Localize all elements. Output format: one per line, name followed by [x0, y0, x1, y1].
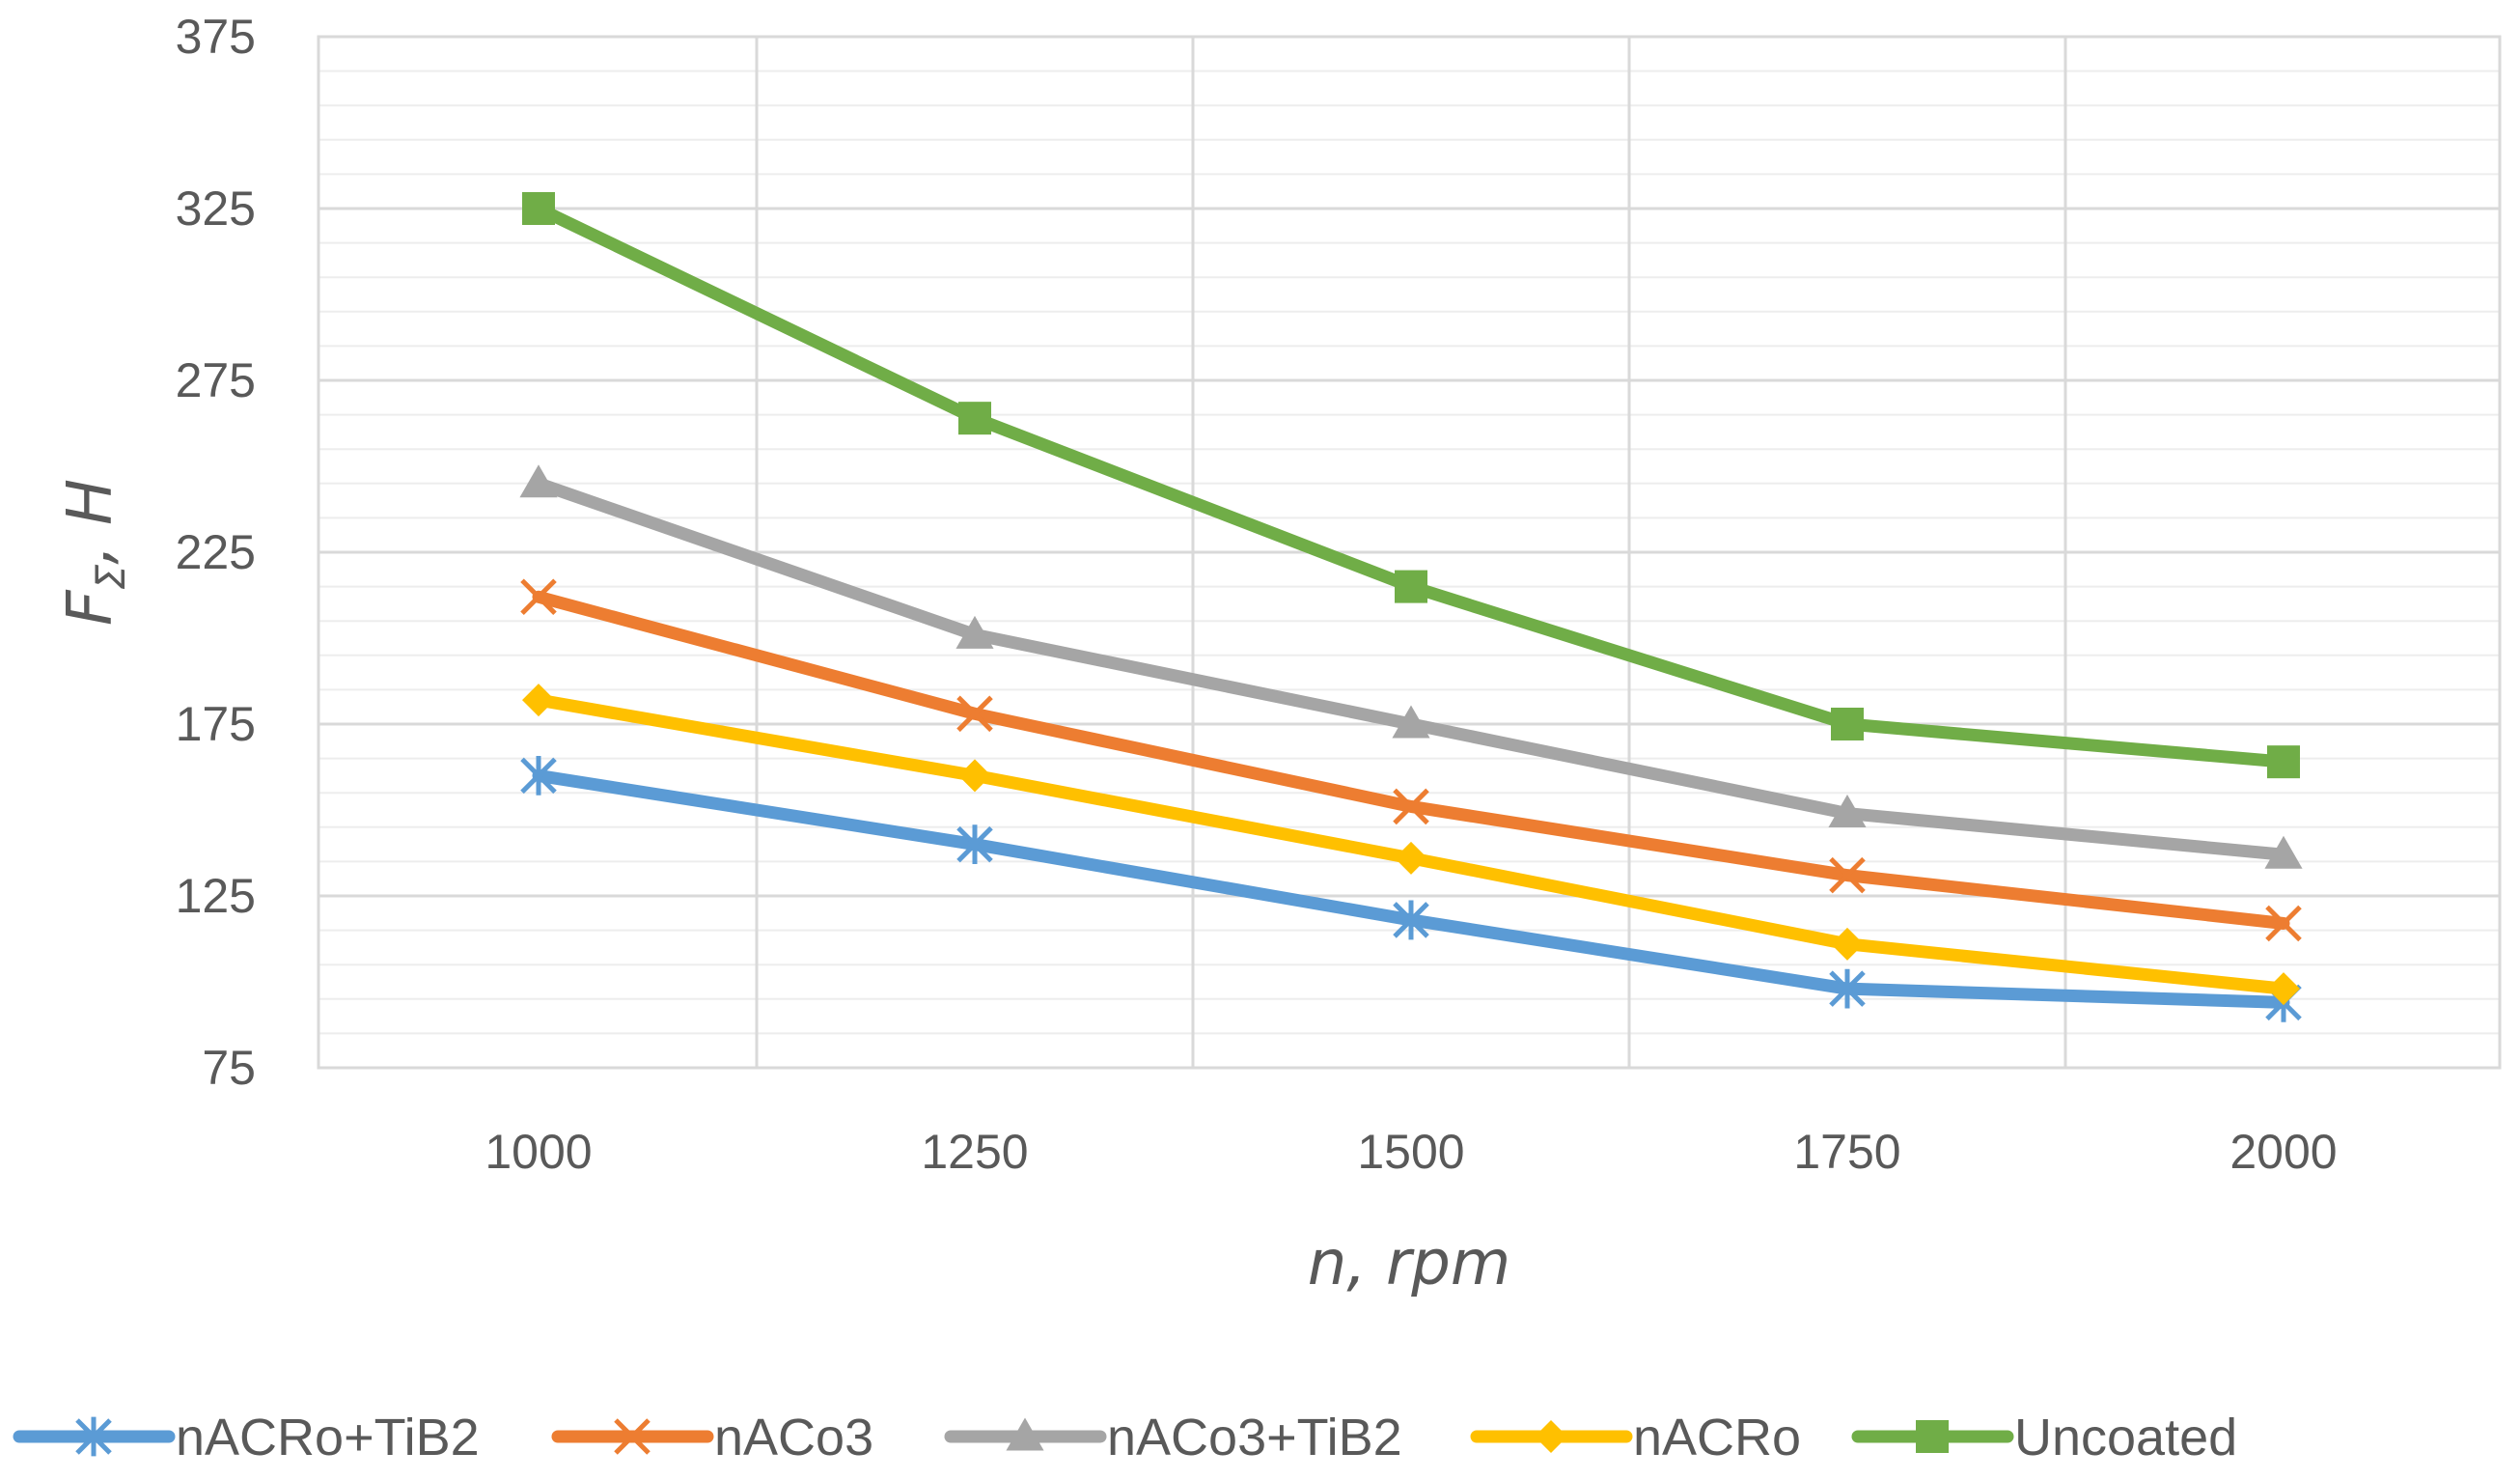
data-point [1395, 570, 1427, 603]
y-axis-title-sub: Σ [87, 564, 134, 590]
data-point [956, 695, 993, 733]
data-point [1831, 708, 1864, 740]
series-line [532, 202, 2290, 768]
y-tick-label: 125 [176, 869, 256, 923]
y-tick-label: 175 [176, 697, 256, 751]
marker-square [2267, 745, 2300, 779]
marker-x [614, 1418, 651, 1455]
marker-x [2265, 905, 2302, 942]
y-axis: 75 125 175 225 275 325 375 [176, 10, 256, 1095]
data-point [1395, 841, 1427, 875]
marker-diamond [1831, 927, 1864, 961]
data-point [519, 464, 558, 498]
legend-label: Uncoated [2014, 1409, 2237, 1466]
marker-diamond [1395, 841, 1427, 875]
marker-asterisk [1829, 968, 1866, 1009]
data-point [958, 759, 991, 793]
marker-asterisk [520, 756, 557, 796]
series-nacro-tib2 [520, 756, 2302, 1022]
marker-square [1395, 570, 1427, 603]
marker-x [1829, 856, 1866, 894]
series-layer [519, 192, 2303, 1022]
data-point [522, 192, 555, 225]
y-axis-title-main: F [55, 589, 126, 626]
legend-label: nACRo [1633, 1409, 1801, 1466]
series-uncoated [522, 192, 2300, 779]
marker-triangle [1006, 1417, 1044, 1451]
legend-item: nACRo+TiB2 [13, 1409, 480, 1466]
x-tick-label: 1000 [485, 1125, 592, 1179]
x-axis: 1000 1250 1500 1750 2000 [485, 1125, 2337, 1179]
x-tick-label: 1250 [921, 1125, 1028, 1179]
x-tick-label: 2000 [2229, 1125, 2337, 1179]
marker-square [1831, 708, 1864, 740]
y-tick-label: 225 [176, 525, 256, 579]
marker-diamond [1535, 1420, 1567, 1453]
legend: nACRo+TiB2 nACo3 nACo3+TiB2 nACRo Uncoated [13, 1409, 2237, 1466]
data-point [520, 578, 557, 616]
data-point [2264, 835, 2303, 869]
marker-triangle [955, 615, 994, 649]
data-point [955, 615, 994, 649]
legend-item: nACo3 [551, 1409, 873, 1466]
marker-triangle [1392, 705, 1430, 739]
marker-asterisk [956, 824, 993, 864]
marker-triangle [1828, 795, 1867, 828]
plot-area [317, 35, 2502, 1070]
data-point [2267, 972, 2300, 1006]
marker-square [1916, 1420, 1949, 1453]
data-point [520, 756, 557, 796]
series-naco3-tib2 [519, 464, 2303, 869]
y-tick-label: 75 [202, 1041, 256, 1095]
data-point [1392, 705, 1430, 739]
data-point [1829, 968, 1866, 1009]
marker-asterisk [75, 1416, 112, 1457]
data-point [522, 684, 555, 717]
y-tick-label: 325 [176, 182, 256, 236]
data-point [1831, 927, 1864, 961]
x-tick-label: 1750 [1793, 1125, 1900, 1179]
marker-diamond [2267, 972, 2300, 1006]
y-axis-title-rest: , H [55, 479, 126, 565]
legend-item: nACRo [1470, 1409, 1801, 1466]
marker-asterisk [1393, 900, 1429, 940]
data-point [1829, 856, 1866, 894]
marker-triangle [519, 464, 558, 498]
data-point [2265, 905, 2302, 942]
data-point [1828, 795, 1867, 828]
legend-label: nACRo+TiB2 [176, 1409, 480, 1466]
marker-square [958, 402, 991, 435]
legend-item: nACo3+TiB2 [944, 1409, 1402, 1466]
marker-x [956, 695, 993, 733]
y-tick-label: 375 [176, 10, 256, 64]
y-tick-label: 275 [176, 353, 256, 407]
x-axis-title: n, rpm [1308, 1228, 1511, 1299]
marker-x [1393, 788, 1429, 825]
data-point [1393, 900, 1429, 940]
legend-label: nACo3 [714, 1409, 873, 1466]
data-point [2267, 745, 2300, 779]
marker-square [522, 192, 555, 225]
marker-triangle [2264, 835, 2303, 869]
series-nacro [522, 684, 2300, 1006]
data-point [956, 824, 993, 864]
legend-item: Uncoated [1851, 1409, 2237, 1466]
marker-diamond [522, 684, 555, 717]
y-axis-title: FΣ, H [55, 479, 134, 626]
marker-diamond [958, 759, 991, 793]
data-point [1393, 788, 1429, 825]
x-tick-label: 1500 [1357, 1125, 1464, 1179]
legend-label: nACo3+TiB2 [1107, 1409, 1402, 1466]
series-naco3 [520, 578, 2302, 942]
data-point [958, 402, 991, 435]
marker-x [520, 578, 557, 616]
